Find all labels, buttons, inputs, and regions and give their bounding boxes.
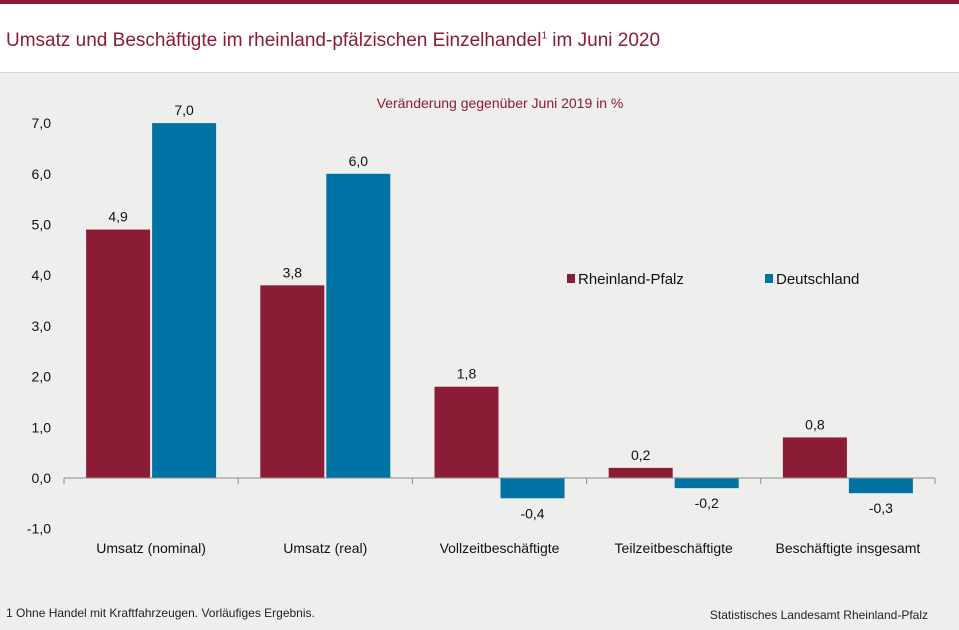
data-label: 0,8 — [805, 416, 825, 432]
data-label: -0,4 — [520, 505, 544, 521]
data-label: -0,2 — [695, 495, 719, 511]
y-tick-label: 7,0 — [32, 115, 52, 131]
bar-rheinland-pfalz — [782, 437, 847, 478]
data-label: 0,2 — [631, 447, 651, 463]
bar-deutschland — [500, 478, 565, 499]
y-tick-label: 0,0 — [32, 470, 52, 486]
x-tick-label: Vollzeitbeschäftigte — [440, 540, 560, 556]
title-footnote-marker: 1 — [541, 30, 548, 42]
data-label: 1,8 — [457, 366, 477, 382]
y-tick-label: -1,0 — [27, 521, 51, 537]
footnote: 1 Ohne Handel mit Kraftfahrzeugen. Vorlä… — [6, 606, 315, 620]
data-label: 4,9 — [108, 209, 128, 225]
source-credit: Statistisches Landesamt Rheinland-Pfalz — [709, 608, 928, 622]
legend-label: Deutschland — [776, 271, 859, 288]
top-accent-bar — [0, 0, 959, 4]
data-label: 6,0 — [349, 153, 369, 169]
bar-rheinland-pfalz — [434, 386, 499, 478]
data-label: 7,0 — [174, 102, 194, 118]
legend-swatch-rheinland-pfalz — [567, 274, 575, 283]
bars — [86, 123, 913, 499]
bar-deutschland — [848, 478, 913, 494]
page-title: Umsatz und Beschäftigte im rheinland-pfä… — [6, 30, 660, 52]
bar-deutschland — [326, 173, 391, 479]
y-tick-label: 6,0 — [32, 166, 52, 182]
bar-rheinland-pfalz — [608, 467, 673, 478]
y-tick-label: 3,0 — [32, 318, 52, 334]
y-tick-label: 5,0 — [32, 217, 52, 233]
bar-deutschland — [674, 478, 739, 489]
x-tick-label: Umsatz (real) — [283, 540, 367, 556]
x-tick-label: Beschäftigte insgesamt — [776, 540, 921, 556]
data-labels: 4,9 7,0 3,8 6,0 1,8 -0,4 0,2 -0,2 0,8 -0,3 — [108, 102, 893, 521]
y-tick-label: 4,0 — [32, 267, 52, 283]
x-axis: Umsatz (nominal) Umsatz (real) Vollzeitbes… — [63, 477, 936, 556]
x-tick-label: Teilzeitbeschäftigte — [615, 540, 734, 556]
panel-divider — [0, 72, 959, 73]
legend-label: Rheinland-Pfalz — [578, 271, 684, 288]
y-axis: 7,0 6,0 5,0 4,0 3,0 2,0 1,0 0,0 -1,0 — [27, 115, 51, 537]
y-tick-label: 1,0 — [32, 419, 52, 435]
legend: Rheinland-Pfalz Deutschland — [567, 271, 859, 288]
title-tail: im Juni 2020 — [547, 30, 661, 51]
bar-rheinland-pfalz — [260, 285, 325, 478]
x-tick-label: Umsatz (nominal) — [96, 540, 206, 556]
data-label: 3,8 — [283, 264, 303, 280]
legend-swatch-deutschland — [765, 274, 773, 283]
bar-rheinland-pfalz — [86, 229, 151, 478]
y-tick-label: 2,0 — [32, 369, 52, 385]
data-label: -0,3 — [869, 500, 893, 516]
chart-subtitle: Veränderung gegenüber Juni 2019 in % — [377, 95, 624, 111]
title-main: Umsatz und Beschäftigte im rheinland-pfä… — [6, 30, 542, 51]
bar-deutschland — [152, 123, 217, 478]
